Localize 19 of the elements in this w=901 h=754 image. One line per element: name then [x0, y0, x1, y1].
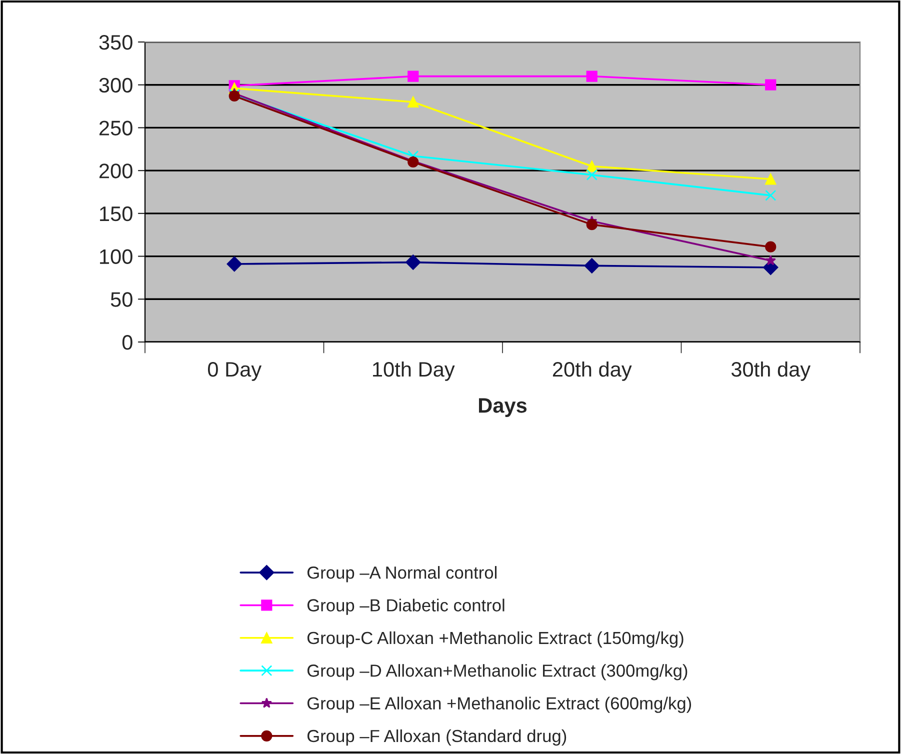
x-axis-title: Days: [478, 398, 527, 417]
legend-label: Group –A Normal control: [307, 566, 496, 582]
y-tick-label: 50: [110, 292, 132, 307]
y-tick-label: 0: [122, 335, 132, 350]
x-tick-label: 20th day: [552, 361, 632, 381]
y-tick-label: 200: [99, 164, 132, 178]
legend-label: Group –F Alloxan (Standard drug): [307, 729, 566, 746]
y-tick-label: 300: [99, 78, 132, 93]
legend-label: Group –D Alloxan+Methanolic Extract (300mg/kg): [307, 664, 688, 680]
legend-label: Group –E Alloxan +Methanolic Extract (600mg/kg): [307, 696, 692, 713]
y-tick-label: 350: [99, 35, 132, 50]
x-tick-label: 30th day: [731, 361, 811, 381]
x-tick-label: 10th Day: [373, 361, 455, 381]
y-tick-label: 250: [99, 120, 132, 136]
legend-label: Group-C Alloxan +Methanolic Extract (150mg/kg): [307, 631, 684, 648]
y-tick-label: 150: [100, 206, 132, 222]
x-tick-label: 0 Day: [208, 362, 262, 381]
y-tick-label: 100: [100, 249, 132, 264]
legend-label: Group –B Diabetic control: [307, 598, 504, 615]
